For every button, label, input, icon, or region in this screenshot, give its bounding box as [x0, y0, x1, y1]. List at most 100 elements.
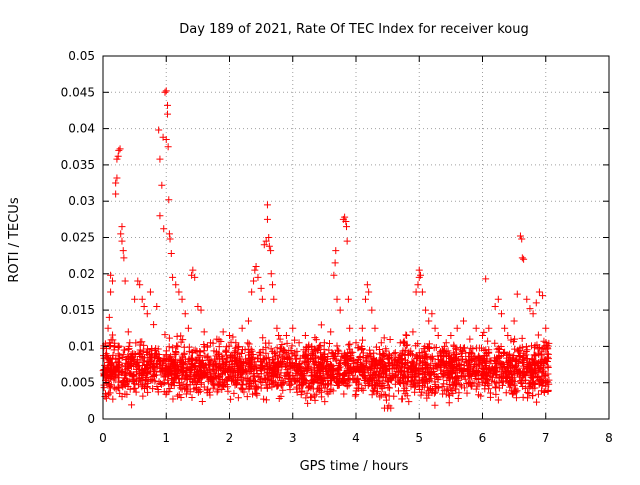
roti-point	[215, 354, 223, 362]
roti-point	[107, 271, 115, 279]
roti-point	[164, 369, 172, 377]
roti-point	[378, 383, 386, 391]
roti-point	[278, 362, 286, 370]
roti-point	[113, 155, 121, 163]
roti-point	[269, 364, 277, 372]
roti-point	[287, 347, 295, 355]
roti-point	[196, 359, 204, 367]
roti-point	[515, 348, 523, 356]
roti-point	[390, 358, 398, 366]
roti-point	[182, 382, 190, 390]
roti-point	[542, 324, 550, 332]
roti-point	[341, 349, 349, 357]
roti-point	[200, 341, 208, 349]
roti-point	[357, 360, 365, 368]
x-axis-label: GPS time / hours	[300, 459, 409, 474]
roti-point	[185, 347, 193, 355]
roti-point	[520, 367, 528, 375]
roti-point	[105, 381, 113, 389]
roti-point	[165, 380, 173, 388]
roti-point	[155, 126, 163, 134]
roti-point	[544, 370, 552, 378]
roti-point	[169, 344, 177, 352]
roti-point	[482, 359, 490, 367]
roti-point	[391, 349, 399, 357]
roti-point	[307, 352, 315, 360]
roti-point	[418, 288, 426, 296]
roti-point	[480, 328, 488, 336]
roti-point	[309, 385, 317, 393]
roti-point	[359, 372, 367, 380]
roti-point	[468, 382, 476, 390]
roti-point	[208, 377, 216, 385]
roti-point	[289, 371, 297, 379]
roti-point	[388, 362, 396, 370]
roti-point	[432, 344, 440, 352]
roti-point	[491, 302, 499, 310]
roti-point	[344, 295, 352, 303]
roti-point	[140, 302, 148, 310]
roti-point	[406, 369, 414, 377]
roti-point	[478, 365, 486, 373]
roti-point	[512, 388, 520, 396]
roti-point	[516, 232, 524, 240]
roti-point	[399, 374, 407, 382]
roti-point	[114, 364, 122, 372]
roti-point	[223, 376, 231, 384]
roti-point	[378, 377, 386, 385]
roti-point	[136, 346, 144, 354]
roti-point	[180, 349, 188, 357]
roti-point	[236, 363, 244, 371]
roti-point	[522, 343, 530, 351]
roti-point	[423, 394, 431, 402]
roti-point	[224, 373, 232, 381]
roti-point	[439, 373, 447, 381]
roti-point	[177, 393, 185, 401]
roti-point	[381, 361, 389, 369]
roti-point	[422, 350, 430, 358]
roti-point	[350, 366, 358, 374]
roti-point	[535, 349, 543, 357]
roti-point	[499, 378, 507, 386]
roti-point	[411, 367, 419, 375]
roti-point	[133, 377, 141, 385]
roti-point	[317, 353, 325, 361]
roti-point	[226, 352, 234, 360]
roti-point	[169, 361, 177, 369]
roti-point	[452, 344, 460, 352]
roti-point	[149, 385, 157, 393]
roti-point	[336, 306, 344, 314]
roti-point	[291, 355, 299, 363]
roti-point	[527, 382, 535, 390]
roti-point	[398, 395, 406, 403]
roti-point	[226, 332, 233, 340]
roti-point	[204, 385, 212, 393]
roti-point	[387, 375, 395, 383]
roti-point	[431, 360, 439, 368]
roti-point	[107, 371, 115, 379]
roti-point	[544, 364, 552, 372]
roti-point	[212, 360, 220, 368]
roti-point	[523, 355, 531, 363]
roti-point	[275, 395, 283, 403]
roti-point	[197, 379, 205, 387]
roti-point	[109, 395, 117, 403]
roti-point	[174, 343, 182, 351]
roti-point	[306, 356, 314, 364]
roti-point	[444, 347, 452, 355]
roti-point	[384, 355, 392, 363]
roti-point	[172, 281, 180, 289]
roti-point	[130, 372, 138, 380]
roti-point	[457, 353, 465, 361]
roti-point	[531, 384, 539, 392]
roti-point	[112, 359, 120, 367]
roti-point	[160, 388, 168, 396]
roti-point	[482, 363, 490, 371]
roti-point	[388, 374, 396, 382]
roti-point	[536, 378, 544, 386]
roti-point	[129, 376, 137, 384]
roti-point	[522, 376, 530, 384]
roti-point	[233, 366, 241, 374]
roti-point	[506, 354, 514, 362]
